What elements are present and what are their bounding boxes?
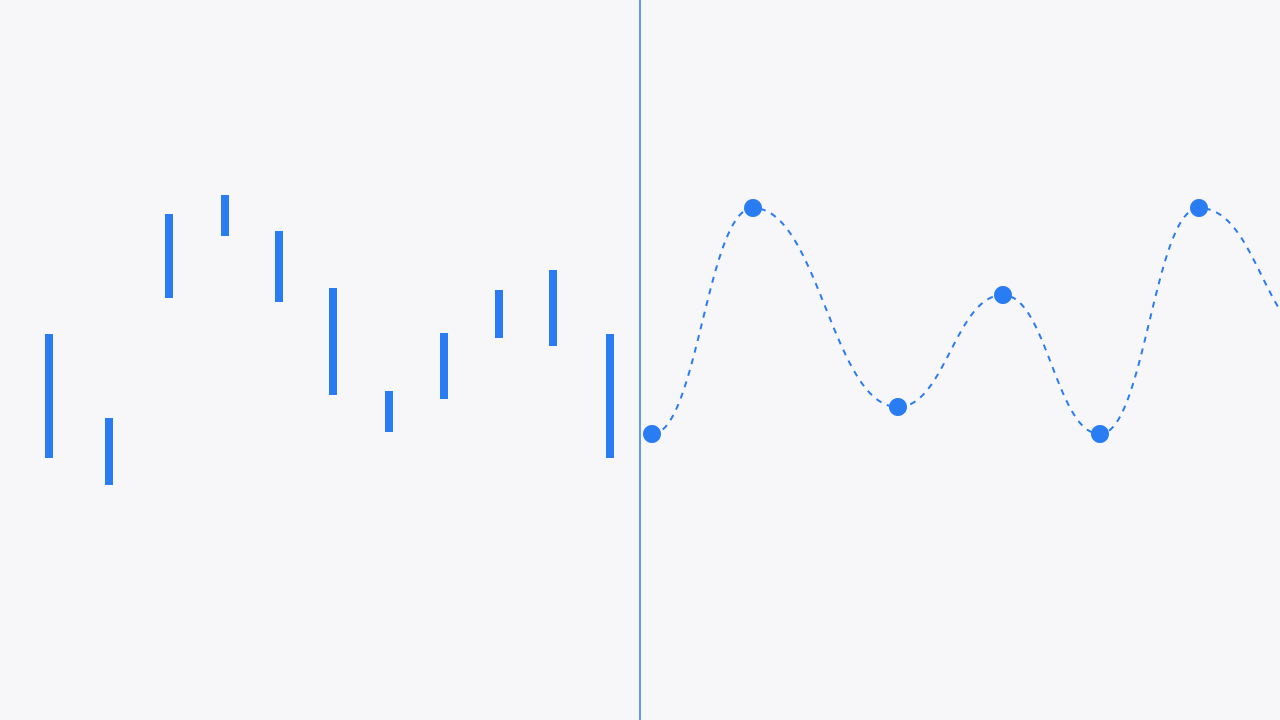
range-bar <box>440 333 448 399</box>
range-bar <box>45 334 53 458</box>
range-bar <box>385 391 393 432</box>
range-bars-group <box>45 195 614 485</box>
series-point <box>744 199 762 217</box>
series-point <box>889 398 907 416</box>
range-bar <box>165 214 173 298</box>
dashed-series-line <box>651 206 1280 436</box>
series-point <box>643 425 661 443</box>
range-bar <box>549 270 557 346</box>
series-points-group <box>643 199 1208 443</box>
series-point <box>1091 425 1109 443</box>
range-bar <box>221 195 229 236</box>
series-point <box>1190 199 1208 217</box>
range-bar <box>495 290 503 338</box>
series-point <box>994 286 1012 304</box>
range-bar <box>606 334 614 458</box>
range-bar <box>329 288 337 395</box>
range-bar <box>105 418 113 485</box>
range-bar <box>275 231 283 302</box>
